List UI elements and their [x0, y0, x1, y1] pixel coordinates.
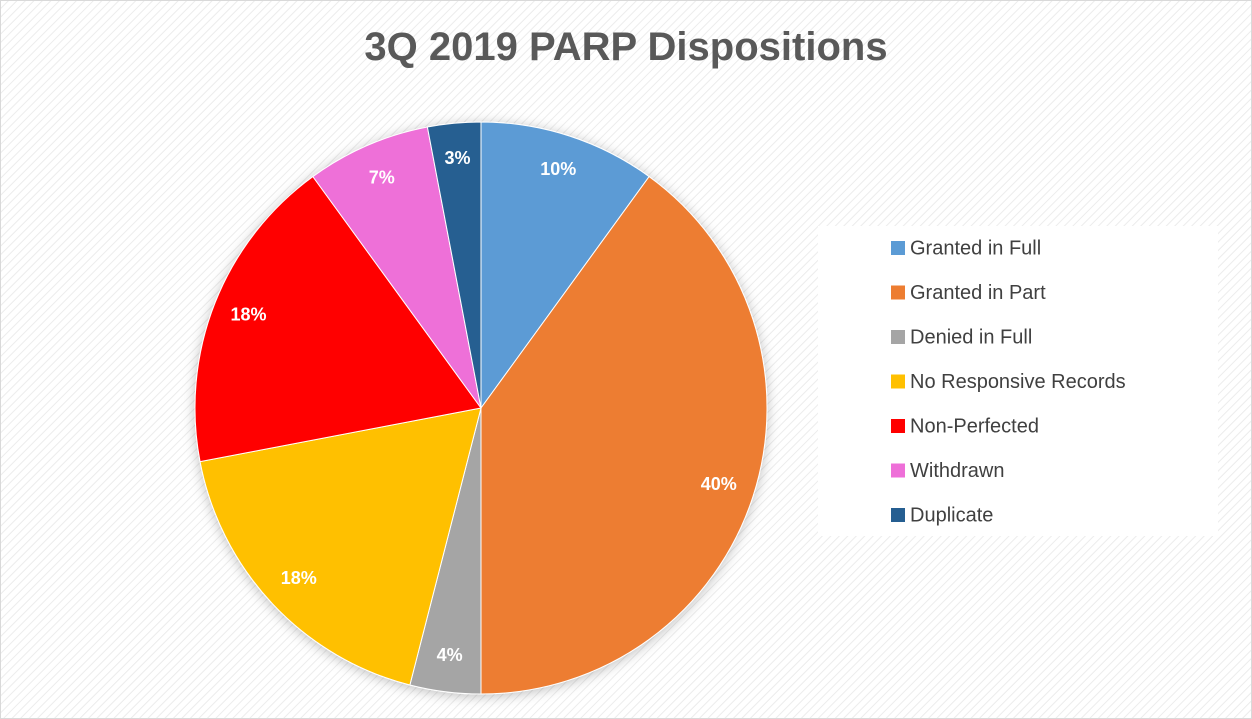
legend-swatch [891, 330, 905, 344]
legend-label: Granted in Full [910, 237, 1041, 259]
legend-swatch [891, 419, 905, 433]
slice-label: 18% [231, 305, 267, 325]
legend-swatch [891, 285, 905, 300]
slice-label: 4% [437, 645, 463, 665]
legend-label: Granted in Part [910, 282, 1046, 304]
legend: Granted in Full Granted in Part Denied in … [891, 237, 1126, 526]
legend-swatch [891, 374, 905, 389]
legend-label: Non-Perfected [910, 415, 1039, 437]
legend-label: Withdrawn [910, 460, 1004, 482]
slice-labels: 10% 40% 4% 18% 18% 7% 3% [231, 148, 737, 665]
pie [194, 121, 768, 695]
pie-slice [426, 121, 482, 409]
slice-label: 10% [540, 159, 576, 179]
slice-label: 3% [444, 148, 470, 168]
pie-slice [194, 175, 482, 463]
pie-slice [480, 121, 650, 410]
slice-label: 7% [369, 167, 395, 187]
slice-label: 18% [281, 568, 317, 588]
slice-label: 40% [701, 474, 737, 494]
chart-title: 3Q 2019 PARP Dispositions [364, 25, 887, 69]
legend-swatch [891, 241, 905, 255]
pie-slice [480, 175, 768, 695]
legend-label: Duplicate [910, 504, 993, 526]
legend-swatch [891, 508, 905, 522]
legend-label: No Responsive Records [910, 371, 1126, 393]
pie-slice [312, 126, 482, 409]
legend-box [818, 226, 1218, 536]
legend-label: Denied in Full [910, 326, 1032, 348]
pie-slice [199, 407, 482, 686]
legend-swatch [891, 463, 905, 478]
